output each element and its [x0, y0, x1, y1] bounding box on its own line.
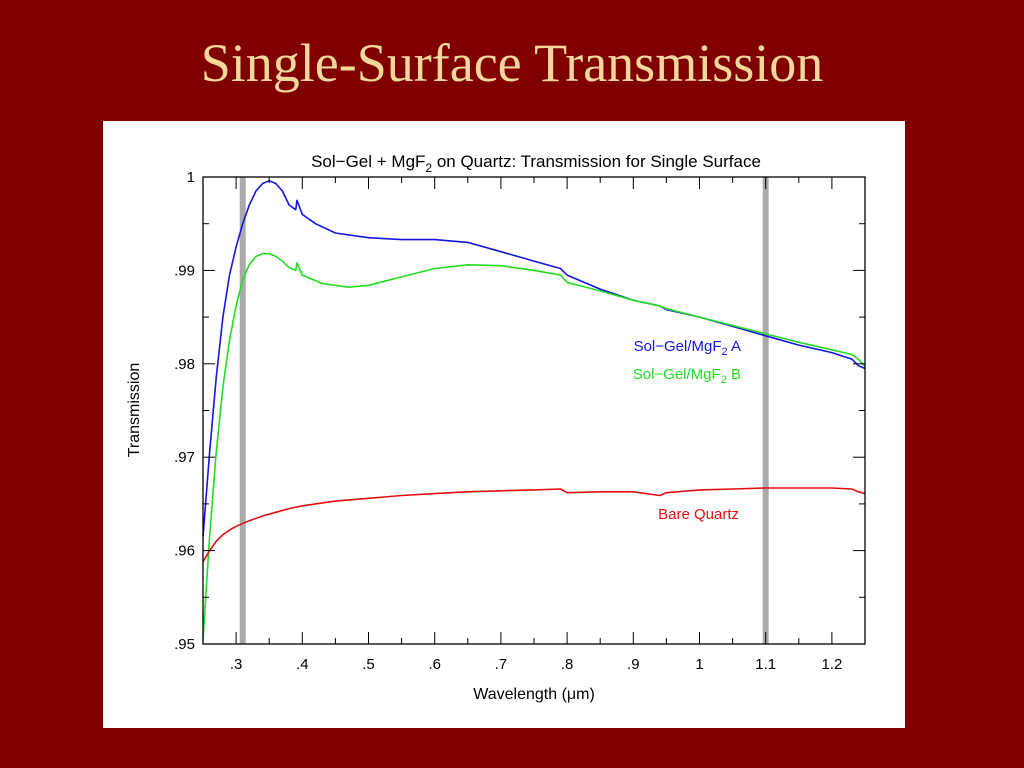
chart-title: Sol−Gel + MgF2 on Quartz: Transmission f…	[311, 152, 761, 175]
legend-entry-sol-gel-a: Sol−Gel/MgF2 A	[634, 338, 741, 358]
x-axis-ticks: .3 .4 .5 .6 .7 .8 .9 1 1.1 1.2	[230, 177, 842, 673]
x-tick-label: 1.1	[755, 656, 776, 673]
y-tick-label: 1	[187, 169, 195, 186]
vertical-markers	[239, 177, 769, 644]
chart-panel: Sol−Gel + MgF2 on Quartz: Transmission f…	[103, 121, 905, 728]
y-tick-label: .97	[174, 449, 195, 466]
legend-b-part-1: Sol−Gel/MgF	[633, 366, 721, 383]
y-tick-label: .99	[174, 262, 195, 279]
series-sol-gel-b-line	[202, 252, 866, 640]
legend-b-subscript: 2	[721, 374, 727, 386]
x-axis-label: Wavelength (μm)	[473, 686, 595, 703]
y-axis-ticks: .95 .96 .97 .98 .99 1	[174, 169, 865, 653]
x-tick-label: .4	[296, 656, 309, 673]
x-tick-label: 1	[695, 656, 703, 673]
legend-a-part-2: A	[728, 338, 741, 355]
y-tick-label: .95	[174, 636, 195, 653]
legend-entry-sol-gel-b: Sol−Gel/MgF2 B	[633, 366, 741, 386]
label-bare-quartz: Bare Quartz	[658, 506, 739, 523]
x-tick-label: .8	[561, 656, 574, 673]
x-tick-label: 1.2	[821, 656, 842, 673]
slide-title: Single-Surface Transmission	[200, 33, 824, 93]
chart-title-part-1: Sol−Gel + MgF	[311, 152, 425, 171]
x-tick-label: .5	[362, 656, 375, 673]
plot-lines	[202, 179, 866, 640]
x-tick-label: .3	[230, 656, 243, 673]
transmission-chart: Sol−Gel + MgF2 on Quartz: Transmission f…	[126, 152, 866, 703]
y-axis-label: Transmission	[126, 363, 143, 458]
series-bare-quartz-line	[202, 487, 866, 563]
chart-title-subscript: 2	[425, 161, 432, 175]
x-tick-label: .7	[495, 656, 508, 673]
y-tick-label: .96	[174, 543, 195, 560]
legend-a-part-1: Sol−Gel/MgF	[634, 338, 722, 355]
x-tick-label: .6	[428, 656, 441, 673]
legend-a-subscript: 2	[722, 346, 728, 358]
legend-b-part-2: B	[727, 366, 741, 383]
chart-title-part-2: on Quartz: Transmission for Single Surfa…	[432, 152, 761, 171]
y-tick-label: .98	[174, 356, 195, 373]
x-tick-label: .9	[627, 656, 640, 673]
